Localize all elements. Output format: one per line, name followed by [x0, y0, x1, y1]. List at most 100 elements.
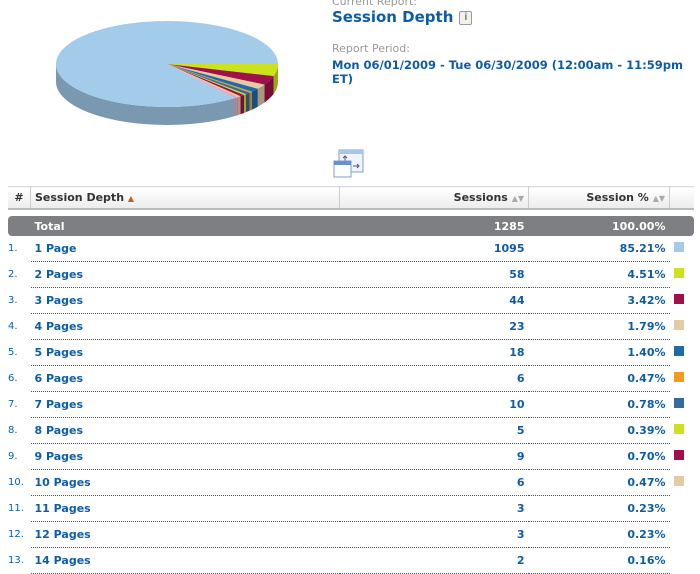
- session-depth-link[interactable]: 11 Pages: [30, 495, 340, 522]
- pie-slice: [167, 64, 241, 98]
- color-swatch: [673, 346, 684, 356]
- session-depth-link[interactable]: 9 Pages: [30, 443, 340, 470]
- report-period-label: Report Period:: [332, 42, 410, 55]
- pie-slice-side: [56, 64, 235, 125]
- row-number: 11.: [8, 503, 24, 514]
- row-number: 2.: [8, 269, 18, 280]
- table-row: 3. 3 Pages 44 3.42%: [8, 287, 694, 314]
- percent-value: 0.23%: [528, 521, 670, 548]
- session-depth-link[interactable]: 3 Pages: [30, 287, 340, 314]
- percent-value: 85.21%: [528, 236, 670, 262]
- color-swatch: [673, 450, 684, 460]
- percent-value: 0.39%: [528, 417, 670, 444]
- table-row: 2. 2 Pages 58 4.51%: [8, 261, 694, 288]
- table-row: 5. 5 Pages 18 1.40%: [8, 339, 694, 366]
- pie-slice: [167, 64, 278, 77]
- table-row: 9. 9 Pages 9 0.70%: [8, 443, 694, 470]
- col-index: #: [8, 186, 31, 210]
- export-icon[interactable]: [333, 149, 365, 179]
- row-number: 13.: [8, 555, 24, 566]
- percent-value: 0.47%: [528, 365, 670, 392]
- session-depth-table: # Session Depth ▲ Sessions ▲▼ Session % …: [8, 186, 694, 574]
- table-row: 10. 10 Pages 6 0.47%: [8, 469, 694, 496]
- row-number: 9.: [8, 451, 18, 462]
- report-title: Session Depth i: [332, 8, 473, 26]
- session-depth-link[interactable]: 7 Pages: [30, 391, 340, 418]
- session-depth-link[interactable]: 5 Pages: [30, 339, 340, 366]
- percent-value: 1.79%: [528, 313, 670, 340]
- col-sessions[interactable]: Sessions ▲▼: [339, 186, 529, 210]
- color-swatch: [673, 242, 684, 253]
- sort-icon[interactable]: ▲▼: [511, 194, 524, 203]
- color-swatch: [673, 398, 684, 408]
- info-icon[interactable]: i: [459, 11, 473, 25]
- pie-slice: [167, 64, 250, 95]
- sessions-value: 10: [339, 391, 529, 418]
- col-session-percent[interactable]: Session % ▲▼: [528, 186, 670, 210]
- percent-value: 4.51%: [528, 261, 670, 288]
- col-session-depth[interactable]: Session Depth ▲: [30, 186, 340, 210]
- row-number: 4.: [8, 321, 18, 332]
- pie-slice-side: [240, 94, 245, 115]
- session-depth-link[interactable]: 14 Pages: [30, 547, 340, 574]
- percent-value: 3.42%: [528, 287, 670, 314]
- sessions-value: 2: [339, 547, 529, 574]
- sessions-value: 23: [339, 313, 529, 340]
- color-swatch: [673, 320, 684, 330]
- percent-value: 0.16%: [528, 547, 670, 574]
- pie-slice-side: [237, 96, 241, 116]
- pie-slice-side: [236, 97, 238, 116]
- table-row: 4. 4 Pages 23 1.79%: [8, 313, 694, 340]
- color-swatch: [674, 528, 684, 538]
- session-depth-link[interactable]: 1 Page: [30, 236, 340, 262]
- sessions-value: 6: [339, 365, 529, 392]
- pie-slice-side: [251, 88, 258, 110]
- pie-slice: [167, 64, 238, 98]
- session-depth-link[interactable]: 10 Pages: [30, 469, 340, 496]
- pie-slice-side: [244, 94, 246, 113]
- sessions-value: 1095: [339, 236, 529, 262]
- pie-slice: [55, 20, 278, 107]
- table-row: 1. 1 Page 1095 85.21%: [8, 236, 694, 262]
- sessions-value: 3: [339, 521, 529, 548]
- report-period: Mon 06/01/2009 - Tue 06/30/2009 (12:00am…: [332, 58, 683, 86]
- session-depth-link[interactable]: 6 Pages: [30, 365, 340, 392]
- pie-slice: [167, 64, 236, 99]
- percent-value: 1.40%: [528, 339, 670, 366]
- pie-slice-side: [249, 91, 252, 111]
- session-depth-link[interactable]: 2 Pages: [30, 261, 340, 288]
- pie-slice: [167, 64, 252, 93]
- sessions-value: 58: [339, 261, 529, 288]
- pie-slice-side: [235, 97, 237, 116]
- sessions-value: 44: [339, 287, 529, 314]
- session-depth-link[interactable]: 12 Pages: [30, 521, 340, 548]
- session-depth-link[interactable]: 4 Pages: [30, 313, 340, 340]
- sessions-value: 3: [339, 495, 529, 522]
- table-row: 13. 14 Pages 2 0.16%: [8, 547, 694, 574]
- pie-slice: [167, 64, 237, 98]
- color-swatch: [673, 268, 684, 278]
- pie-slice-side: [234, 97, 236, 117]
- row-number: 12.: [8, 529, 24, 540]
- sessions-value: 18: [339, 339, 529, 366]
- color-swatch: [673, 372, 684, 382]
- sessions-value: 6: [339, 469, 529, 496]
- table-row: 12. 12 Pages 3 0.23%: [8, 521, 694, 548]
- pie-slice-side: [273, 64, 278, 95]
- row-number: 7.: [8, 399, 18, 410]
- pie-slice-side: [257, 84, 265, 107]
- total-row: Total 1285 100.00%: [8, 216, 694, 236]
- color-swatch: [673, 424, 684, 434]
- sort-asc-icon[interactable]: ▲: [127, 194, 135, 203]
- sort-icon[interactable]: ▲▼: [652, 194, 665, 203]
- session-depth-link[interactable]: 8 Pages: [30, 417, 340, 444]
- color-swatch: [673, 476, 684, 486]
- color-swatch: [673, 294, 684, 304]
- pie-slice-side: [245, 92, 250, 113]
- percent-value: 0.23%: [528, 495, 670, 522]
- pie-slice: [167, 64, 258, 92]
- percent-value: 0.78%: [528, 391, 670, 418]
- row-number: 1.: [8, 243, 18, 255]
- pie-slice: [167, 64, 274, 85]
- row-number: 6.: [8, 373, 18, 384]
